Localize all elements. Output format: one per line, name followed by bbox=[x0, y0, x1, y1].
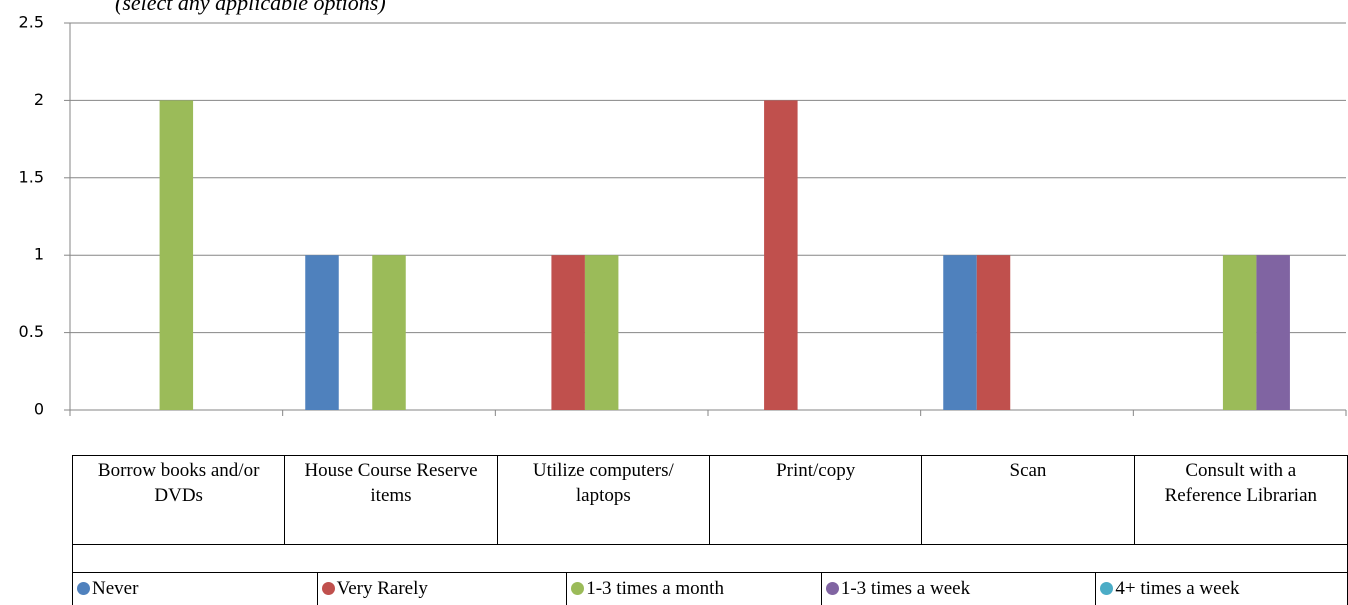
category-label: Print/copy bbox=[710, 456, 923, 544]
legend-label: Very Rarely bbox=[336, 578, 428, 599]
y-tick-label: 2.5 bbox=[19, 13, 44, 32]
legend-label: 4+ times a week bbox=[1115, 578, 1240, 599]
data-table: Borrow books and/or DVDs House Course Res… bbox=[72, 455, 1348, 605]
chart: 0 0.5 1 1.5 2 2.5 bbox=[19, 13, 1347, 419]
category-label: Consult with a Reference Librarian bbox=[1164, 460, 1318, 506]
legend-item: 4+ times a week bbox=[1096, 573, 1347, 605]
bar bbox=[372, 255, 406, 410]
chart-subtitle: (select any applicable options) bbox=[115, 0, 386, 15]
y-tick-label: 0.5 bbox=[19, 322, 44, 341]
bar bbox=[551, 255, 585, 410]
category-label: Borrow books and/or DVDs bbox=[73, 456, 286, 544]
empty-row bbox=[72, 545, 1348, 573]
legend-swatch bbox=[825, 582, 839, 595]
y-tick-label: 0 bbox=[34, 400, 44, 419]
category-label: House Course Reserve items bbox=[285, 456, 498, 544]
category-label: Scan bbox=[922, 456, 1135, 544]
legend: Never Very Rarely 1-3 times a month 1-3 tim… bbox=[72, 573, 1348, 605]
legend-label: 1-3 times a month bbox=[586, 578, 724, 599]
legend-swatch bbox=[1100, 582, 1114, 595]
y-tick-label: 2 bbox=[34, 90, 44, 109]
bar bbox=[305, 255, 339, 410]
bar bbox=[1256, 255, 1290, 410]
bar bbox=[159, 100, 194, 411]
y-tick-label: 1.5 bbox=[19, 167, 44, 186]
legend-swatch bbox=[77, 582, 90, 595]
legend-item: 1-3 times a month bbox=[567, 573, 822, 605]
bar bbox=[943, 255, 977, 410]
legend-swatch bbox=[321, 582, 335, 595]
legend-swatch bbox=[571, 582, 585, 595]
bar bbox=[764, 100, 798, 411]
bar bbox=[584, 255, 619, 410]
legend-item: Never bbox=[73, 573, 318, 605]
legend-label: 1-3 times a week bbox=[840, 578, 971, 599]
y-tick-label: 1 bbox=[34, 245, 44, 264]
legend-label: Never bbox=[92, 578, 139, 599]
legend-item: 1-3 times a week bbox=[822, 573, 1097, 605]
category-row: Borrow books and/or DVDs House Course Res… bbox=[72, 455, 1348, 545]
bar bbox=[976, 255, 1011, 410]
legend-item: Very Rarely bbox=[318, 573, 568, 605]
bar bbox=[1222, 255, 1257, 410]
category-label: Utilize computers/ laptops bbox=[498, 456, 710, 544]
